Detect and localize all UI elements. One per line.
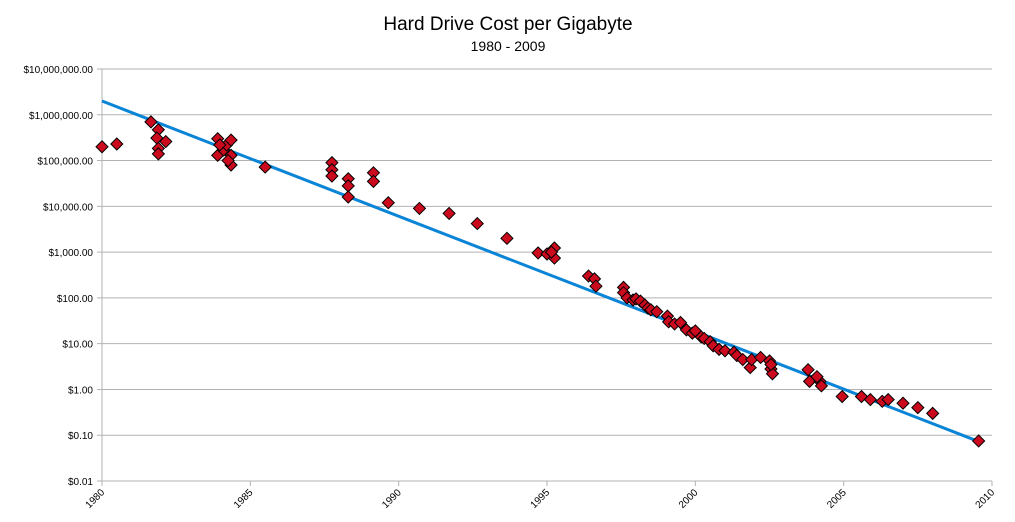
data-point [764,357,778,372]
data-point [224,133,238,147]
data-point [718,344,732,358]
x-tick-label: 2000 [677,487,701,511]
x-tick-label: 1995 [529,487,553,511]
data-points [95,115,986,448]
data-point [814,379,829,393]
data-point [810,369,824,384]
y-tick-label: $0.01 [68,477,93,488]
data-point [341,179,355,193]
data-point [971,434,986,448]
data-point [863,392,878,407]
x-tick-label: 1980 [84,487,108,511]
data-point [258,160,272,174]
data-point [765,367,780,381]
y-tick-label: $1.00 [68,385,93,396]
data-point [896,396,910,410]
chart-subtitle: 1980 - 2009 [471,38,546,54]
data-point [925,406,940,421]
data-point [341,190,355,204]
x-tick-label: 2010 [974,487,998,511]
data-point [366,174,381,189]
y-tick-label: $100,000.00 [37,157,93,168]
y-axis: $10,000,000.00 $1,000,000.00 $100,000.00 $1… [23,65,93,488]
y-tick-label: $100.00 [57,294,94,305]
data-point [144,115,158,129]
trend-line [101,99,978,443]
data-point [470,216,484,231]
data-point [442,206,456,221]
y-tick-label: $1,000,000.00 [29,111,93,122]
x-tick-label: 2005 [825,487,849,511]
y-tick-label: $10,000.00 [43,202,93,213]
data-point [801,362,815,377]
data-point [736,352,750,367]
y-tick-label: $1,000.00 [49,248,94,259]
data-point [589,279,603,293]
data-point [412,201,427,216]
y-tick-label: $0.10 [68,431,93,442]
chart-title: Hard Drive Cost per Gigabyte [383,14,632,35]
data-point [213,138,227,152]
data-point [835,389,849,404]
data-point [159,134,173,149]
data-point [881,392,895,407]
data-point [95,140,109,154]
trend-line-group [101,99,978,443]
x-tick-label: 1990 [380,487,404,511]
data-point [110,137,124,151]
data-point [221,153,235,168]
data-point [151,147,166,161]
x-axis: 1980 1985 1990 1995 2000 2005 2010 [84,487,998,511]
y-tick-label: $10.00 [62,340,93,351]
gridlines [97,68,993,486]
data-point [650,304,664,319]
data-point [673,315,688,330]
data-point [500,231,514,246]
data-point [531,246,545,260]
y-tick-label: $10,000,000.00 [23,65,93,76]
data-point [325,169,339,183]
x-tick-label: 1985 [232,487,256,511]
data-point [381,196,395,210]
data-point [544,245,559,259]
data-point [911,400,925,415]
